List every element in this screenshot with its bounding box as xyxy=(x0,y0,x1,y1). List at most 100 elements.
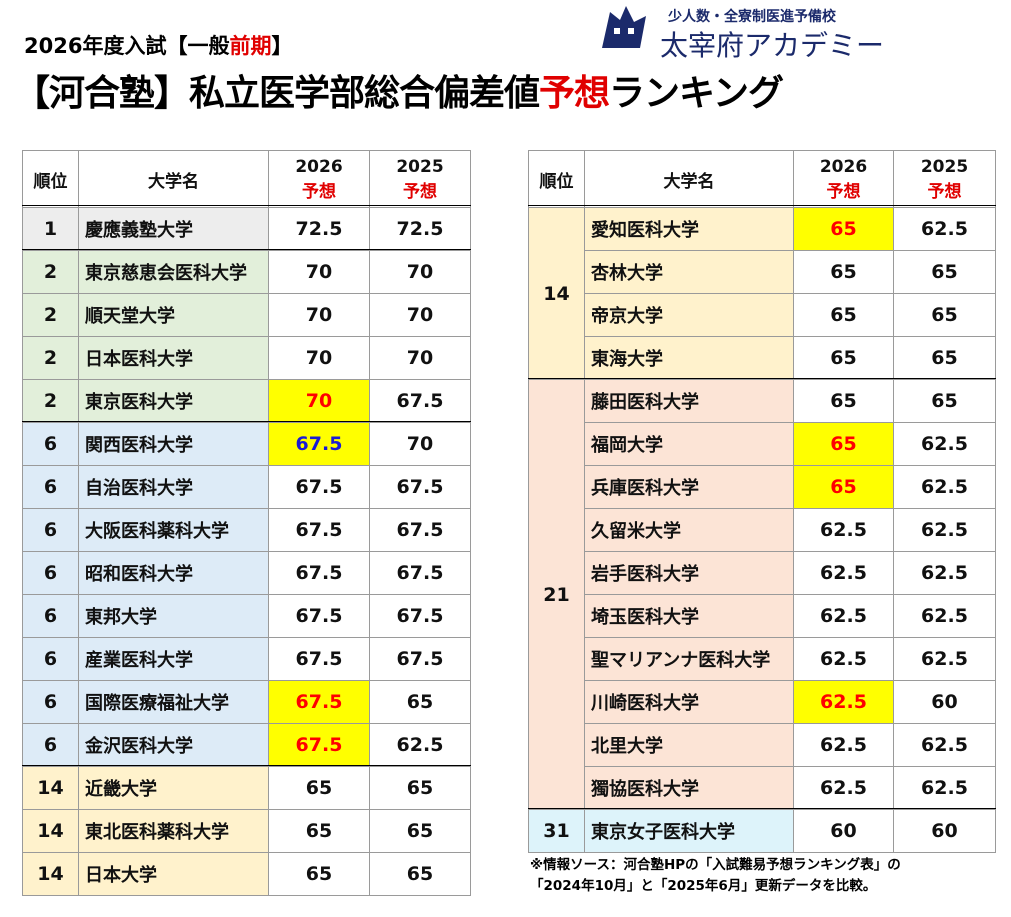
score-2025: 70 xyxy=(369,422,471,466)
university-name: 東京医科大学 xyxy=(78,379,269,423)
rank-cell: 6 xyxy=(22,422,79,466)
score-2025: 60 xyxy=(893,809,996,853)
score-2026: 62.5 xyxy=(793,766,894,810)
rank-cell: 6 xyxy=(22,723,79,767)
university-name: 近畿大学 xyxy=(78,766,269,810)
score-2025: 67.5 xyxy=(369,508,471,552)
header-sub: 予想 xyxy=(826,181,861,202)
score-2026: 67.5 xyxy=(268,594,370,638)
score-2025: 62.5 xyxy=(893,637,996,681)
university-name: 久留米大学 xyxy=(584,508,794,552)
score-2026: 65 xyxy=(793,336,894,380)
score-2025: 72.5 xyxy=(369,207,471,251)
score-2026: 67.5 xyxy=(268,637,370,681)
header-sub: 予想 xyxy=(302,181,336,202)
column-header: 順位 xyxy=(528,150,585,208)
university-name: 東海大学 xyxy=(584,336,794,380)
rank-cell: 14 xyxy=(22,809,79,853)
university-name: 東京慈恵会医科大学 xyxy=(78,250,269,294)
rank-cell: 2 xyxy=(22,250,79,294)
title: 【河合塾】私立医学部総合偏差値予想ランキング xyxy=(14,64,784,116)
score-2026: 62.5 xyxy=(793,637,894,681)
score-2025: 62.5 xyxy=(893,594,996,638)
rank-cell: 14 xyxy=(22,766,79,810)
score-2026: 62.5 xyxy=(793,551,894,595)
score-2026: 70 xyxy=(268,250,370,294)
university-name: 東邦大学 xyxy=(78,594,269,638)
score-2026: 60 xyxy=(793,809,894,853)
footnote-line: 「2024年10月」と「2025年6月」更新データを比較。 xyxy=(530,878,877,894)
score-2026: 62.5 xyxy=(793,680,894,724)
score-2026: 67.5 xyxy=(268,551,370,595)
university-name: 日本大学 xyxy=(78,852,269,896)
title-part: 【河合塾】私立医学部総合偏差値 xyxy=(14,73,540,114)
university-name: 順天堂大学 xyxy=(78,293,269,337)
score-2025: 65 xyxy=(369,680,471,724)
score-2026: 65 xyxy=(793,293,894,337)
score-2026: 70 xyxy=(268,293,370,337)
score-2025: 65 xyxy=(369,852,471,896)
university-name: 帝京大学 xyxy=(584,293,794,337)
university-name: 川崎医科大学 xyxy=(584,680,794,724)
score-2026: 67.5 xyxy=(268,422,370,466)
subtitle: 2026年度入試【一般前期】 xyxy=(24,30,292,60)
score-2026: 65 xyxy=(793,250,894,294)
column-header: 2025 予想 xyxy=(893,150,996,208)
university-name: 杏林大学 xyxy=(584,250,794,294)
university-name: 北里大学 xyxy=(584,723,794,767)
footnote: ※情報ソース：河合塾HPの「入試難易予想ランキング表」の 「2024年10月」と… xyxy=(530,855,901,897)
score-2025: 65 xyxy=(893,293,996,337)
score-2025: 67.5 xyxy=(369,465,471,509)
score-2025: 70 xyxy=(369,250,471,294)
university-name: 東北医科薬科大学 xyxy=(78,809,269,853)
column-header: 2026 予想 xyxy=(793,150,894,208)
subtitle-part: 】 xyxy=(271,34,293,58)
title-highlight: 予想 xyxy=(539,73,610,114)
score-2026: 62.5 xyxy=(793,723,894,767)
university-name: 藤田医科大学 xyxy=(584,379,794,423)
subtitle-highlight: 前期 xyxy=(229,34,272,58)
logo-name: 太宰府アカデミー xyxy=(660,29,885,62)
university-name: 東京女子医科大学 xyxy=(584,809,794,853)
header-year: 2026 xyxy=(819,156,868,177)
score-2025: 62.5 xyxy=(893,422,996,466)
score-2026: 65 xyxy=(793,379,894,423)
university-name: 関西医科大学 xyxy=(78,422,269,466)
score-2025: 62.5 xyxy=(893,551,996,595)
score-2026: 67.5 xyxy=(268,465,370,509)
header-label: 大学名 xyxy=(148,171,199,192)
score-2025: 65 xyxy=(893,336,996,380)
score-2025: 65 xyxy=(893,250,996,294)
score-2026: 70 xyxy=(268,379,370,423)
score-2026: 65 xyxy=(268,852,370,896)
score-2026: 62.5 xyxy=(793,594,894,638)
score-2026: 67.5 xyxy=(268,508,370,552)
university-name: 自治医科大学 xyxy=(78,465,269,509)
subtitle-part: 2026年度入試【一般 xyxy=(24,34,230,58)
rank-cell: 6 xyxy=(22,551,79,595)
score-2025: 65 xyxy=(369,766,471,810)
score-2025: 62.5 xyxy=(893,766,996,810)
score-2026: 65 xyxy=(268,809,370,853)
university-name: 福岡大学 xyxy=(584,422,794,466)
header-year: 2026 xyxy=(295,156,343,177)
score-2025: 65 xyxy=(369,809,471,853)
score-2025: 62.5 xyxy=(893,465,996,509)
footnote-line: ※情報ソース：河合塾HPの「入試難易予想ランキング表」の xyxy=(530,857,901,873)
rank-cell: 2 xyxy=(22,379,79,423)
university-name: 愛知医科大学 xyxy=(584,207,794,251)
rank-cell: 1 xyxy=(22,207,79,251)
score-2026: 67.5 xyxy=(268,723,370,767)
score-2025: 70 xyxy=(369,336,471,380)
university-name: 岩手医科大学 xyxy=(584,551,794,595)
rank-cell: 6 xyxy=(22,465,79,509)
column-header: 2026 予想 xyxy=(268,150,370,208)
score-2026: 70 xyxy=(268,336,370,380)
rank-cell: 21 xyxy=(528,379,585,810)
rank-cell: 14 xyxy=(528,207,585,380)
score-2025: 62.5 xyxy=(893,723,996,767)
score-2026: 65 xyxy=(793,207,894,251)
university-name: 昭和医科大学 xyxy=(78,551,269,595)
score-2026: 67.5 xyxy=(268,680,370,724)
